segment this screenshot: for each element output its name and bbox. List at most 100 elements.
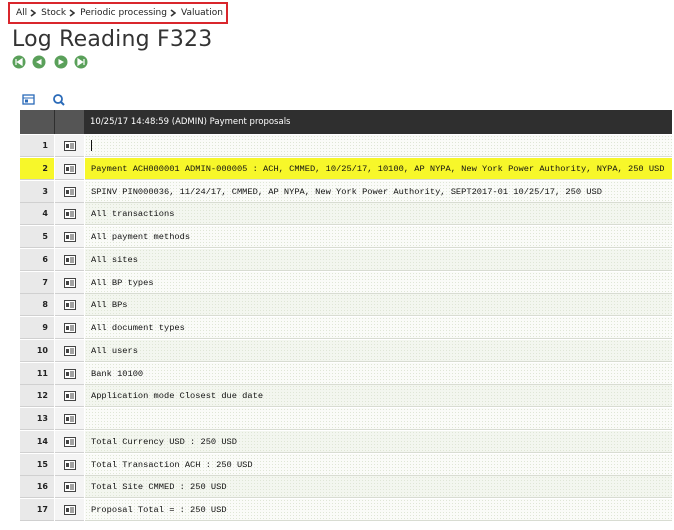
row-text: Bank 10100 <box>85 362 672 385</box>
row-number: 3 <box>20 180 54 203</box>
row-number: 11 <box>20 362 54 385</box>
detail-icon <box>64 482 76 493</box>
table-row[interactable]: 2 Payment ACH000001 ADMIN-000005 : ACH, C… <box>20 157 672 180</box>
breadcrumb-item[interactable]: Stock <box>41 8 67 18</box>
row-detail-button[interactable] <box>55 157 84 180</box>
row-detail-button[interactable] <box>55 430 84 453</box>
table-header: 10/25/17 14:48:59 (ADMIN) Payment propos… <box>20 110 672 134</box>
row-detail-button[interactable] <box>55 203 84 226</box>
detail-icon <box>64 277 76 288</box>
search-button[interactable] <box>53 94 65 106</box>
row-detail-button[interactable] <box>55 339 84 362</box>
row-number: 12 <box>20 385 54 408</box>
breadcrumb-item[interactable]: All <box>16 8 28 18</box>
row-detail-button[interactable] <box>55 317 84 339</box>
detail-icon <box>64 436 76 447</box>
row-number: 1 <box>20 135 54 157</box>
row-detail-button[interactable] <box>55 408 84 430</box>
detail-icon <box>64 209 76 220</box>
table-row[interactable]: 14 Total Currency USD : 250 USD <box>20 430 672 453</box>
row-number: 5 <box>20 226 54 248</box>
row-text: Application mode Closest due date <box>85 385 672 408</box>
row-number: 17 <box>20 499 54 521</box>
last-button[interactable] <box>74 55 88 69</box>
row-number: 4 <box>20 203 54 226</box>
row-text: All BPs <box>85 294 672 317</box>
table-row[interactable]: 7 All BP types <box>20 271 672 294</box>
table-row[interactable]: 5 All payment methods <box>20 226 672 248</box>
row-text: All sites <box>85 248 672 271</box>
breadcrumb-item[interactable]: Valuation <box>180 8 223 18</box>
table-row[interactable]: 11 Bank 10100 <box>20 362 672 385</box>
next-button[interactable] <box>54 55 68 69</box>
row-text: Total Currency USD : 250 USD <box>85 430 672 453</box>
row-detail-button[interactable] <box>55 271 84 294</box>
table-row[interactable]: 17 Proposal Total = : 250 USD <box>20 499 672 521</box>
table-row[interactable]: 15 Total Transaction ACH : 250 USD <box>20 453 672 476</box>
row-number: 13 <box>20 408 54 430</box>
separator <box>30 9 37 17</box>
row-detail-button[interactable] <box>55 226 84 248</box>
detail-icon <box>64 323 76 333</box>
row-text <box>85 408 672 430</box>
row-number: 2 <box>20 157 54 180</box>
detail-icon <box>64 254 76 265</box>
detail-icon <box>64 391 76 402</box>
row-text <box>85 135 672 157</box>
table-row[interactable]: 12 Application mode Closest due date <box>20 385 672 408</box>
previous-button[interactable] <box>32 55 46 69</box>
table-row[interactable]: 10 All users <box>20 339 672 362</box>
table-row[interactable]: 13 <box>20 408 672 430</box>
table-row[interactable]: 16 Total Site CMMED : 250 USD <box>20 476 672 499</box>
detail-icon <box>64 459 76 470</box>
table-row[interactable]: 6 All sites <box>20 248 672 271</box>
table-row[interactable]: 9 All document types <box>20 317 672 339</box>
row-detail-button[interactable] <box>55 385 84 408</box>
row-text: SPINV PIN000036, 11/24/17, CMMED, AP NYP… <box>85 180 672 203</box>
row-text: Total Transaction ACH : 250 USD <box>85 453 672 476</box>
row-detail-button[interactable] <box>55 135 84 157</box>
row-detail-button[interactable] <box>55 294 84 317</box>
view-button[interactable] <box>22 94 35 105</box>
row-detail-button[interactable] <box>55 499 84 521</box>
table-row[interactable]: 8 All BPs <box>20 294 672 317</box>
row-text: Proposal Total = : 250 USD <box>85 499 672 521</box>
detail-icon <box>64 505 76 515</box>
breadcrumb: All Stock Periodic processing Valuation <box>8 2 228 24</box>
row-text: All document types <box>85 317 672 339</box>
detail-icon <box>64 186 76 197</box>
first-button[interactable] <box>12 55 26 69</box>
row-detail-button[interactable] <box>55 180 84 203</box>
row-number: 6 <box>20 248 54 271</box>
detail-icon <box>64 345 76 356</box>
detail-icon <box>64 414 76 424</box>
table-row[interactable]: 4 All transactions <box>20 203 672 226</box>
breadcrumb-item[interactable]: Periodic processing <box>80 8 167 18</box>
detail-icon <box>64 141 76 151</box>
row-detail-button[interactable] <box>55 476 84 499</box>
toolbar <box>22 94 65 106</box>
detail-icon <box>64 232 76 242</box>
detail-icon <box>64 300 76 311</box>
row-text: All payment methods <box>85 226 672 248</box>
page-title: Log Reading F323 <box>12 27 213 52</box>
row-number: 15 <box>20 453 54 476</box>
row-detail-button[interactable] <box>55 362 84 385</box>
row-text: All BP types <box>85 271 672 294</box>
row-number: 7 <box>20 271 54 294</box>
row-number: 10 <box>20 339 54 362</box>
row-text: All transactions <box>85 203 672 226</box>
record-navigation <box>12 55 88 69</box>
row-detail-button[interactable] <box>55 453 84 476</box>
table-row[interactable]: 3 SPINV PIN000036, 11/24/17, CMMED, AP NY… <box>20 180 672 203</box>
row-number: 14 <box>20 430 54 453</box>
row-number: 8 <box>20 294 54 317</box>
detail-icon <box>64 163 76 174</box>
table-row[interactable]: 1 <box>20 135 672 157</box>
detail-icon <box>64 368 76 379</box>
row-number: 9 <box>20 317 54 339</box>
row-text: Total Site CMMED : 250 USD <box>85 476 672 499</box>
row-detail-button[interactable] <box>55 248 84 271</box>
row-text: Payment ACH000001 ADMIN-000005 : ACH, CM… <box>85 157 672 180</box>
